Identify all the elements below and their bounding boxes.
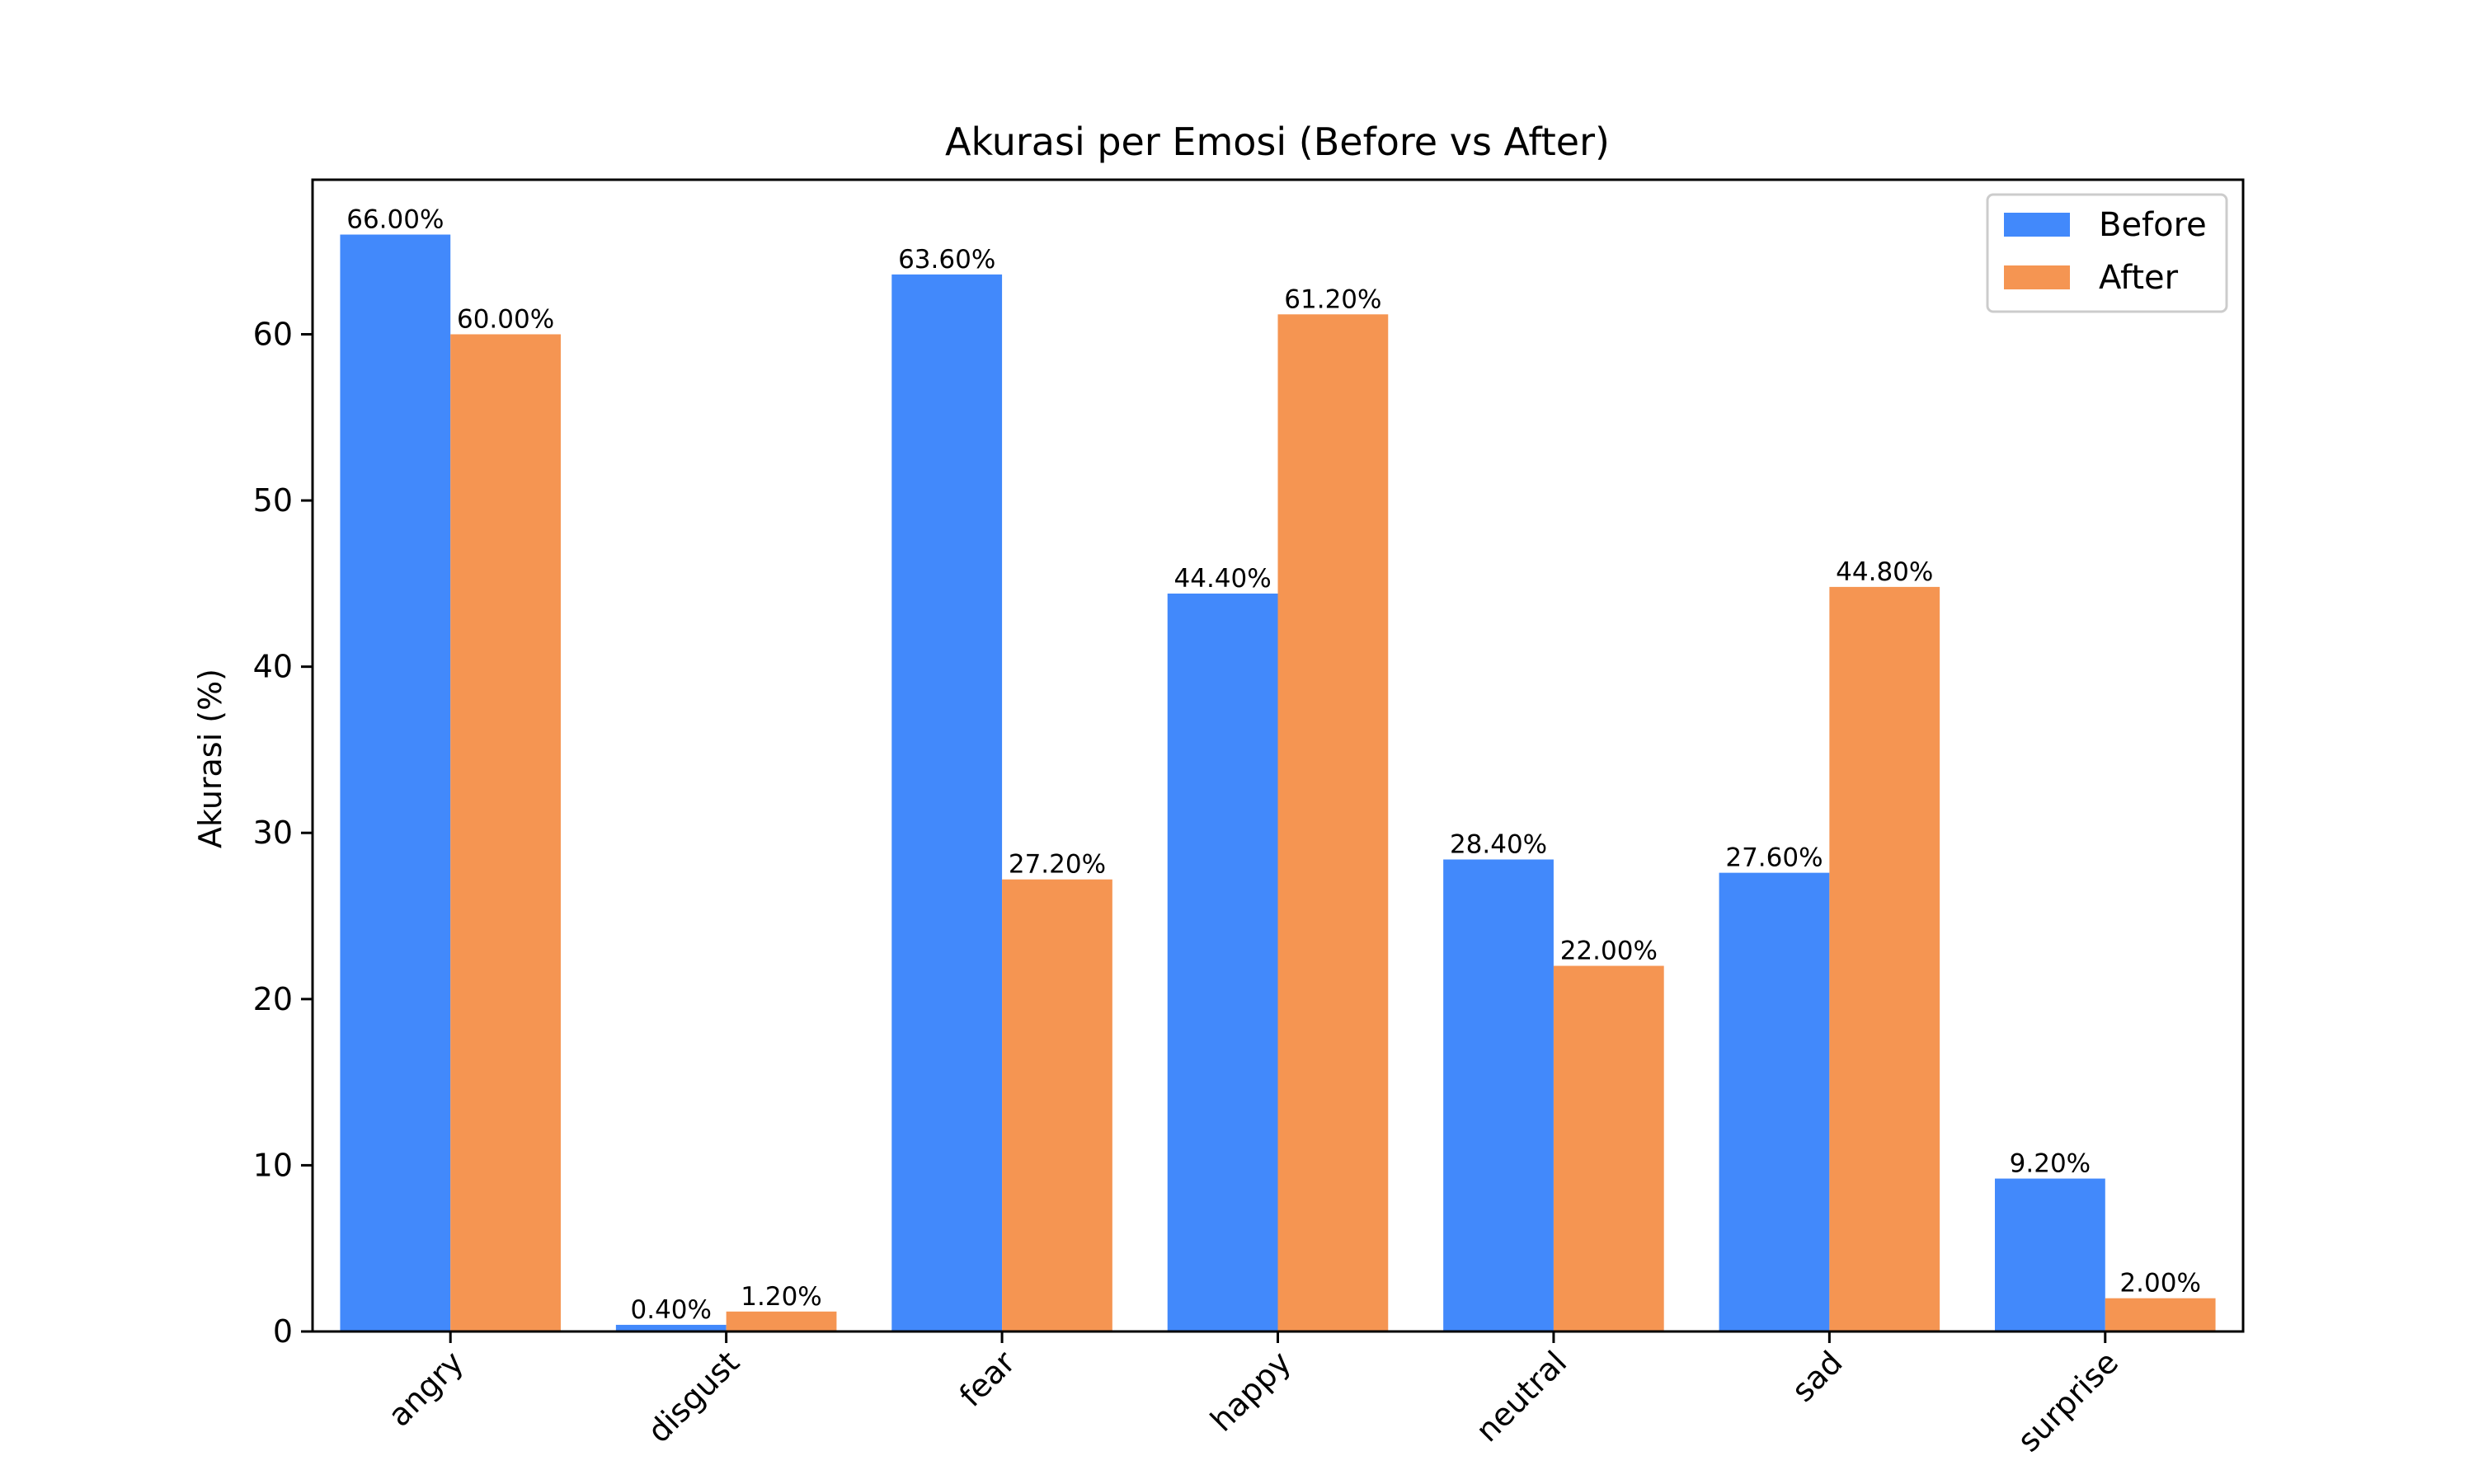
bar-before-happy — [1167, 593, 1278, 1331]
data-label-after-disgust: 1.20% — [741, 1282, 821, 1312]
data-label-after-fear: 27.20% — [1009, 850, 1106, 880]
bars — [340, 234, 2216, 1332]
y-tick-label: 20 — [253, 981, 293, 1017]
bar-after-disgust — [726, 1311, 837, 1331]
bar-before-angry — [340, 234, 451, 1331]
bar-before-surprise — [1995, 1178, 2105, 1331]
y-tick-label: 60 — [253, 316, 293, 352]
legend-swatch-after — [2004, 265, 2070, 289]
bar-after-surprise — [2105, 1298, 2216, 1331]
legend-label-before: Before — [2099, 206, 2207, 244]
legend: Before After — [1986, 193, 2228, 313]
data-label-before-happy: 44.40% — [1174, 564, 1272, 594]
bar-after-sad — [1829, 586, 1940, 1331]
legend-label-after: After — [2099, 259, 2179, 297]
y-tick-label: 50 — [253, 482, 293, 519]
bar-after-happy — [1277, 314, 1389, 1332]
data-label-before-neutral: 28.40% — [1450, 829, 1547, 859]
bar-before-neutral — [1443, 859, 1554, 1331]
data-labels: 66.00% 0.40% 63.60% 44.40% 28.40% 27.60% 9.20%… — [346, 205, 2201, 1325]
y-tick-label: 40 — [253, 649, 293, 685]
y-tick-label: 30 — [253, 815, 293, 851]
data-label-after-sad: 44.80% — [1836, 557, 1933, 587]
data-label-after-angry: 60.00% — [457, 304, 554, 334]
data-label-after-neutral: 22.00% — [1560, 937, 1658, 966]
bar-before-sad — [1719, 872, 1830, 1331]
y-tick-label: 0 — [273, 1313, 293, 1350]
bar-after-neutral — [1553, 965, 1664, 1331]
legend-swatch-before — [2004, 213, 2070, 237]
data-label-before-sad: 27.60% — [1725, 843, 1823, 873]
bar-after-fear — [1002, 879, 1112, 1331]
data-label-before-surprise: 9.20% — [2010, 1149, 2091, 1179]
y-axis-label: Akurasi (%) — [192, 669, 228, 848]
y-axis: 0 10 20 30 40 50 60 — [253, 316, 313, 1350]
data-label-before-disgust: 0.40% — [631, 1295, 712, 1325]
bar-before-fear — [891, 274, 1003, 1331]
data-label-after-happy: 61.20% — [1284, 284, 1381, 314]
data-label-before-fear: 63.60% — [898, 245, 995, 275]
bar-after-angry — [450, 334, 561, 1331]
data-label-after-surprise: 2.00% — [2119, 1269, 2200, 1298]
y-tick-label: 10 — [253, 1147, 293, 1183]
plot-frame — [311, 178, 2245, 1333]
chart-title: Akurasi per Emosi (Before vs After) — [945, 120, 1610, 164]
bar-before-disgust — [615, 1324, 727, 1331]
data-label-before-angry: 66.00% — [346, 205, 444, 235]
